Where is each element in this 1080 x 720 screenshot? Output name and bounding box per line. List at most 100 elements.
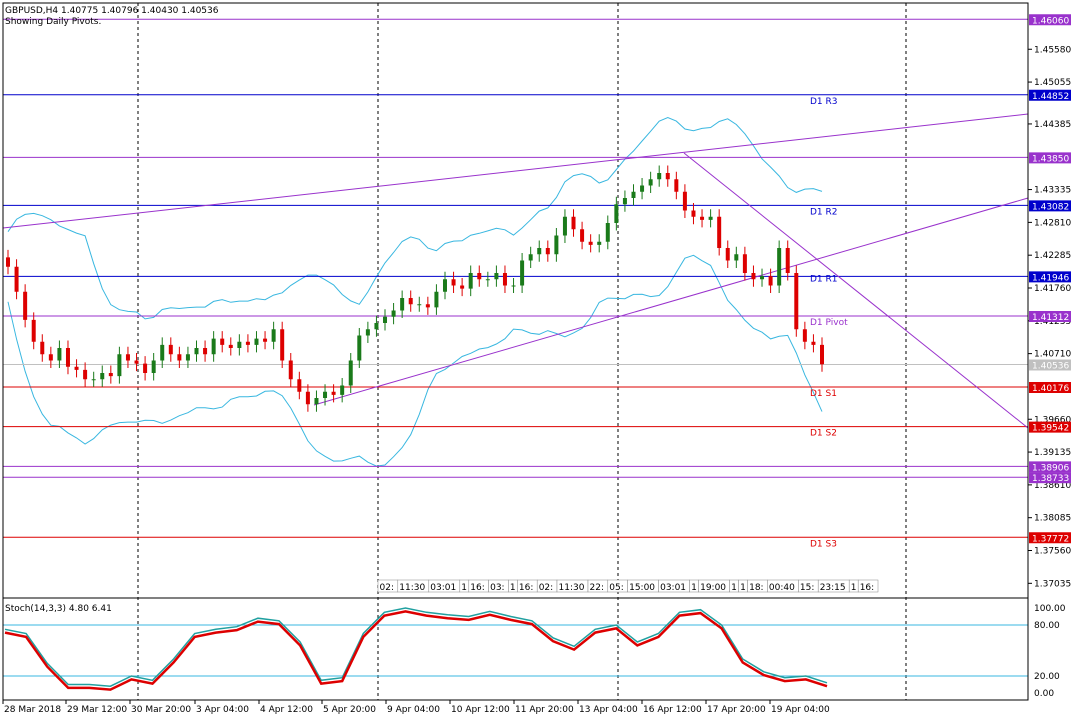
price-tag-0: 1.44852	[1032, 92, 1069, 102]
price-tag-1: 1.43082	[1032, 202, 1069, 212]
candle-body-10	[91, 379, 96, 381]
session-cell-2: 03:01	[430, 583, 456, 593]
session-cell-8: 02:	[539, 583, 553, 593]
candle-body-23	[203, 348, 208, 355]
candle-body-48	[417, 304, 422, 306]
bollinger-bands	[7, 116, 823, 467]
pivot-subtitle: Showing Daily Pivots.	[5, 17, 101, 27]
candle-body-24	[211, 338, 216, 355]
time-tick-7: 10 Apr 12:00	[451, 705, 510, 715]
session-cell-19: 00:40	[769, 583, 795, 593]
session-cell-21: 23:15	[820, 583, 846, 593]
time-tick-9: 13 Apr 04:00	[579, 705, 638, 715]
candle-body-77	[665, 173, 670, 180]
candle-body-39	[340, 385, 345, 395]
price-tick-0: 1.45580	[1034, 45, 1071, 55]
candle-body-7	[65, 348, 70, 367]
candle-body-2	[23, 291, 28, 320]
pivot-label-4: D1 S1	[810, 389, 837, 399]
candle-body-67	[580, 229, 585, 242]
candle-body-6	[57, 348, 62, 361]
candle-body-34	[297, 379, 302, 392]
candle-body-61	[528, 254, 533, 261]
candle-body-14	[125, 354, 130, 361]
session-cell-15: 19:00	[700, 583, 726, 593]
candle-body-50	[434, 291, 439, 308]
time-tick-6: 9 Apr 04:00	[387, 705, 440, 715]
candle-body-3	[31, 319, 36, 342]
lower-trendline	[313, 197, 1029, 406]
candle-body-94	[811, 341, 816, 345]
price-tag-bg-9	[1029, 461, 1071, 473]
price-tick-11: 1.38610	[1034, 481, 1071, 491]
session-cell-0: 02:	[380, 583, 394, 593]
session-strip[interactable]: 02: 11:30 03:01 1 16: 03: 1 16: 02: 11:30 22: 05: 15…	[377, 579, 879, 593]
current-price-tag: 1.40536	[1032, 362, 1069, 372]
candle-body-85	[734, 254, 739, 261]
candle-body-52	[451, 279, 456, 286]
stoch-tick-3: 0.00	[1034, 689, 1054, 699]
candle-body-84	[725, 248, 730, 261]
candle-body-20	[177, 354, 182, 361]
time-tick-3: 3 Apr 04:00	[196, 705, 249, 715]
plot-border	[2, 2, 1029, 701]
session-cell-17: 1	[740, 583, 746, 593]
time-tick-8: 11 Apr 20:00	[515, 705, 574, 715]
candle-body-45	[391, 310, 396, 317]
candle-body-15	[134, 360, 139, 364]
candle-body-60	[520, 260, 525, 286]
candle-body-13	[117, 354, 122, 377]
price-tag-8: 1.43850	[1032, 154, 1069, 164]
candle-body-32	[280, 329, 285, 361]
time-tick-5: 5 Apr 20:00	[323, 705, 376, 715]
candle-body-75	[648, 179, 653, 186]
price-tick-6: 1.41760	[1034, 284, 1071, 294]
price-tag-bg-8	[1029, 152, 1071, 164]
price-tag-bg-4	[1029, 382, 1071, 393]
candle-body-72	[622, 198, 627, 205]
candle-body-70	[605, 223, 610, 242]
candle-body-11	[100, 373, 105, 380]
candle-body-68	[588, 241, 593, 245]
candle-body-33	[288, 360, 293, 380]
price-tag-bg-2	[1029, 271, 1071, 283]
candle-body-47	[408, 298, 413, 305]
candle-body-64	[554, 235, 559, 255]
candle-body-9	[83, 369, 88, 380]
upper-trendline	[2, 113, 1029, 229]
candle-body-65	[562, 216, 567, 236]
candle-body-30	[263, 338, 268, 342]
candle-body-49	[425, 304, 430, 308]
candle-body-5	[48, 354, 53, 361]
price-tag-bg-3	[1029, 311, 1071, 322]
price-tick-2: 1.44385	[1034, 120, 1071, 130]
candle-body-83	[717, 216, 722, 248]
candle-body-59	[511, 285, 516, 287]
candle-body-82	[708, 216, 713, 220]
candle-body-28	[245, 341, 250, 345]
pivot-label-3: D1 Pivot	[810, 318, 848, 328]
candle-body-76	[657, 173, 662, 180]
time-tick-0: 28 Mar 2018	[4, 705, 61, 715]
candle-body-40	[348, 360, 353, 386]
candle-body-36	[314, 398, 319, 405]
candle-body-27	[237, 341, 242, 348]
pivot-label-5: D1 S2	[810, 429, 837, 439]
candle-body-17	[151, 360, 156, 373]
session-cell-9: 11:30	[559, 583, 585, 593]
price-tick-14: 1.37035	[1034, 579, 1071, 589]
candle-body-35	[305, 391, 310, 405]
candle-body-58	[502, 273, 507, 286]
candle-body-12	[108, 373, 113, 377]
candle-body-44	[383, 316, 388, 323]
candle-body-18	[160, 344, 165, 361]
session-cell-1: 11:30	[399, 583, 425, 593]
candle-body-69	[597, 241, 602, 245]
price-tick-12: 1.38085	[1034, 514, 1071, 524]
candle-body-86	[742, 254, 747, 273]
price-tag-7: 1.46060	[1032, 16, 1069, 26]
session-cell-14: 1	[691, 583, 697, 593]
session-cell-11: 05:	[609, 583, 623, 593]
price-tag-bg-7	[1029, 14, 1071, 26]
